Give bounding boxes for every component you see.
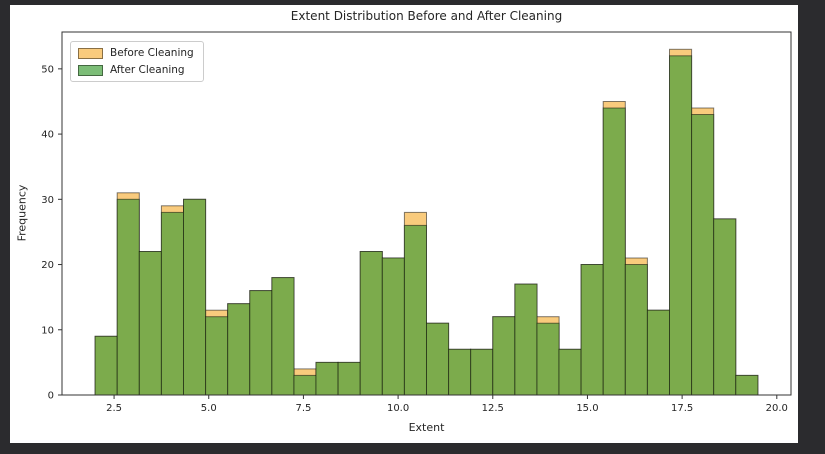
histogram-bar-after-cleaning-28 [713,218,737,396]
x-tick-label: 7.5 [295,403,311,414]
axes-spines [61,31,792,396]
histogram-bar-after-cleaning-14 [403,224,427,396]
histogram-bar-after-cleaning-26 [669,55,693,396]
legend-entry-after-cleaning: After Cleaning [78,64,194,76]
histogram-bar-after-cleaning-17 [470,348,494,396]
y-tick-label: 0 [48,391,54,402]
y-axis-label: Frequency [15,184,29,242]
legend-swatch-before-icon [78,47,103,59]
histogram-bar-after-cleaning-4 [183,198,207,396]
x-tick-label: 10.0 [387,403,409,414]
histogram-bar-after-cleaning-20 [536,322,560,396]
histogram-bar-after-cleaning-19 [514,283,538,396]
histogram-bar-after-cleaning-15 [426,322,450,396]
histogram-bar-after-cleaning-9 [293,374,317,396]
histogram-bar-after-cleaning-7 [249,290,273,396]
histogram-bar-after-cleaning-22 [580,264,604,396]
legend: Before Cleaning After Cleaning [70,41,204,82]
legend-label-after: After Cleaning [110,64,185,76]
histogram-bar-after-cleaning-21 [558,348,582,396]
histogram-bar-after-cleaning-18 [492,316,516,396]
histogram-bar-after-cleaning-12 [359,251,383,396]
histogram-bar-after-cleaning-6 [227,303,251,396]
histogram-bar-after-cleaning-24 [624,264,648,396]
histogram-bar-after-cleaning-23 [602,107,626,396]
histogram-bar-after-cleaning-3 [160,211,184,396]
chart-title: Extent Distribution Before and After Cle… [290,9,563,23]
x-tick-label: 2.5 [106,403,122,414]
legend-entry-before-cleaning: Before Cleaning [78,47,194,59]
histogram-bar-after-cleaning-0 [94,335,118,396]
y-tick-label: 30 [41,195,54,206]
x-tick-label: 17.5 [671,403,693,414]
histogram-bar-after-cleaning-5 [205,316,229,396]
histogram-bar-after-cleaning-29 [735,374,759,396]
histogram-bar-after-cleaning-13 [381,257,405,396]
legend-swatch-after-icon [78,64,103,76]
histogram-bar-after-cleaning-11 [337,361,361,396]
histogram-bar-after-cleaning-1 [116,198,140,396]
histogram-bar-after-cleaning-2 [138,251,162,396]
histogram-bar-after-cleaning-27 [691,114,715,396]
x-tick-label: 15.0 [576,403,598,414]
y-tick-label: 20 [41,260,54,271]
legend-label-before: Before Cleaning [110,47,194,59]
y-tick-label: 40 [41,130,54,141]
x-axis-label: Extent [408,421,445,434]
y-tick-label: 10 [41,325,54,336]
histogram-bar-after-cleaning-25 [646,309,671,396]
histogram-bar-after-cleaning-8 [271,277,295,396]
x-tick-label: 20.0 [766,403,788,414]
y-tick-label: 50 [41,64,54,75]
x-tick-label: 12.5 [482,403,504,414]
histogram-bar-after-cleaning-16 [448,348,472,396]
x-tick-label: 5.0 [201,403,217,414]
histogram-bar-after-cleaning-10 [315,361,339,396]
